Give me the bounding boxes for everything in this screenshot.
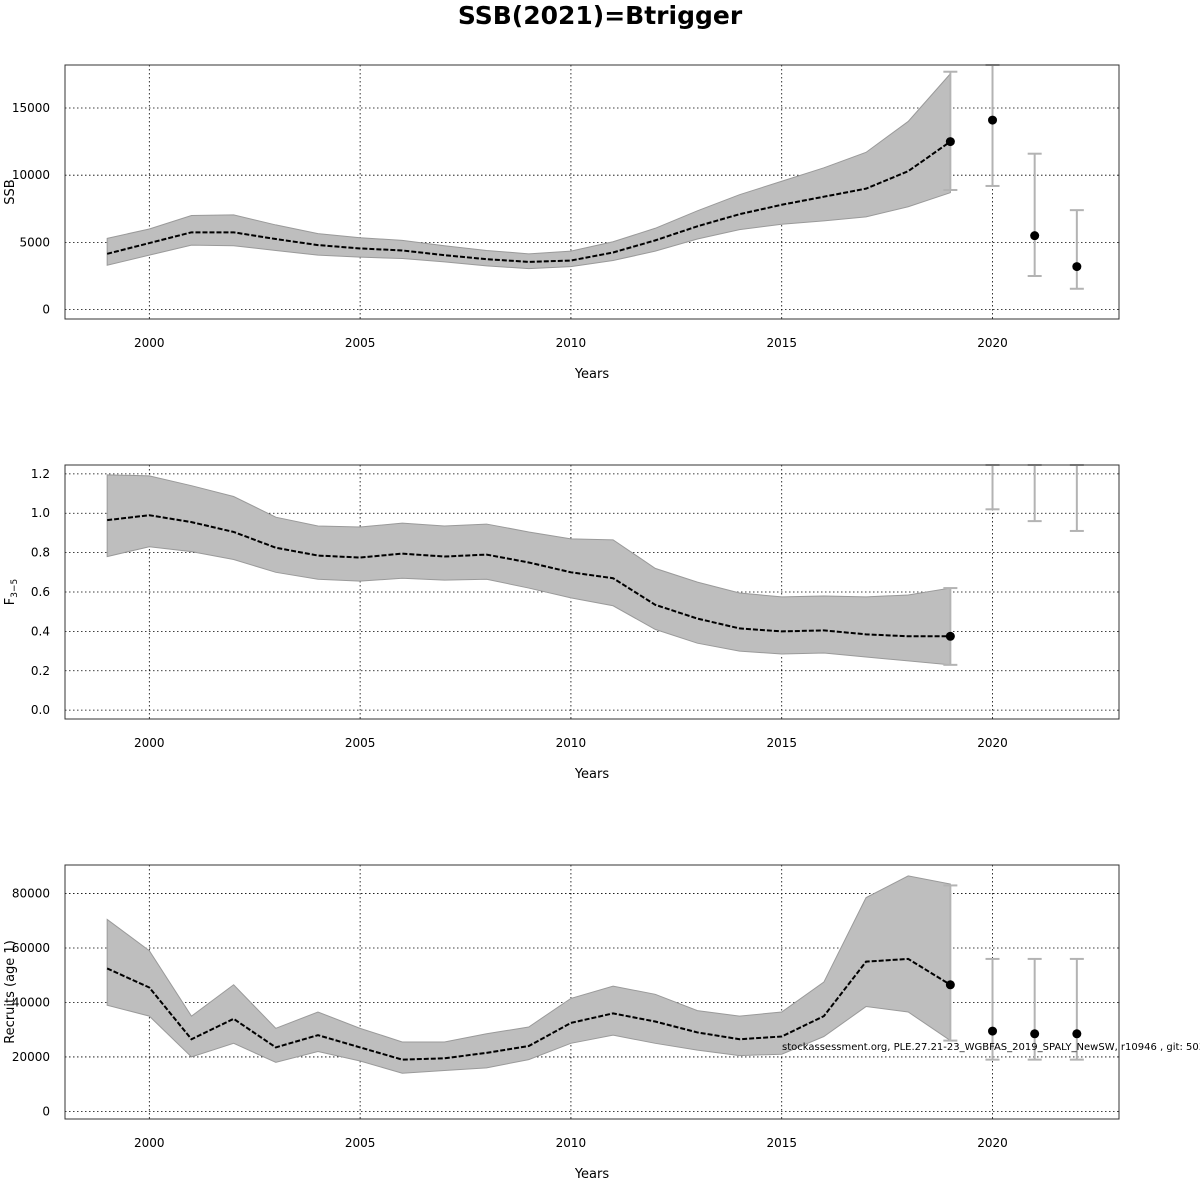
y-axis-label: SSB (3, 179, 18, 204)
panel-1: 2000 2005 2010 2015 2020 0 5000 10000 15000 Years… (3, 64, 1120, 382)
x-tick-label: 2005 (345, 336, 376, 350)
y-tick-label: 1.2 (31, 467, 50, 481)
x-axis-label: Years (574, 1167, 610, 1182)
prediction-point (988, 115, 998, 125)
confidence-band (106, 474, 951, 666)
x-tick-label: 2015 (766, 736, 797, 750)
plot-frame (64, 464, 1120, 720)
x-tick-label: 2000 (134, 1136, 165, 1150)
panel-2: 2000 2005 2010 2015 2020 0.0 0.2 0.4 0.6 0.8 1.0 1.… (3, 464, 1120, 782)
y-tick-label: 0.0 (31, 703, 50, 717)
y-tick-label: 15000 (12, 101, 50, 115)
estimate-line (107, 514, 951, 638)
y-tick-label: 0.2 (31, 664, 50, 678)
y-axis-label: F3−5 (3, 579, 20, 605)
x-tick-label: 2005 (345, 1136, 376, 1150)
prediction-point (1030, 231, 1040, 241)
y-axis-label: Recruits (age 1) (3, 940, 18, 1044)
x-tick-label: 2015 (766, 336, 797, 350)
x-axis-label: Years (574, 367, 610, 382)
panel-3: 2000 2005 2010 2015 2020 0 20000 40000 60000 8000… (3, 864, 1120, 1182)
confidence-band (106, 72, 951, 270)
x-tick-label: 2000 (134, 736, 165, 750)
x-tick-label: 2020 (977, 1136, 1008, 1150)
y-tick-label: 0.6 (31, 585, 50, 599)
chart-title: SSB(2021)=Btrigger (458, 1, 743, 30)
prediction-point (1072, 262, 1082, 272)
y-tick-label: 0.8 (31, 546, 50, 560)
plot-frame (64, 864, 1120, 1120)
x-tick-label: 2020 (977, 336, 1008, 350)
y-tick-label: 0 (42, 1104, 50, 1118)
x-axis-label: Years (574, 767, 610, 782)
prediction-point (945, 980, 955, 990)
prediction-point (945, 631, 955, 641)
prediction-point (988, 1026, 998, 1036)
estimate-line (106, 140, 951, 263)
prediction-point (945, 137, 955, 147)
x-tick-label: 2005 (345, 736, 376, 750)
y-tick-label: 0 (42, 303, 50, 317)
x-tick-label: 2015 (766, 1136, 797, 1150)
y-tick-label: 60000 (12, 941, 50, 955)
x-tick-label: 2010 (556, 736, 587, 750)
prediction-point (1072, 1029, 1082, 1039)
y-tick-label: 5000 (19, 235, 50, 249)
x-tick-label: 2010 (556, 336, 587, 350)
footnote: stockassessment.org, PLE.27.21-23_WGBFAS… (782, 1042, 1200, 1053)
y-tick-label: 10000 (12, 168, 50, 182)
y-tick-label: 20000 (12, 1050, 50, 1064)
y-tick-label: 0.4 (31, 624, 50, 638)
x-tick-label: 2010 (556, 1136, 587, 1150)
estimate-line (106, 957, 951, 1061)
x-tick-label: 2020 (977, 736, 1008, 750)
x-tick-label: 2000 (134, 336, 165, 350)
y-tick-label: 1.0 (31, 506, 50, 520)
plot-frame (64, 64, 1120, 320)
prediction-point (1030, 1029, 1040, 1039)
y-tick-label: 40000 (12, 995, 50, 1009)
y-tick-label: 80000 (12, 887, 50, 901)
